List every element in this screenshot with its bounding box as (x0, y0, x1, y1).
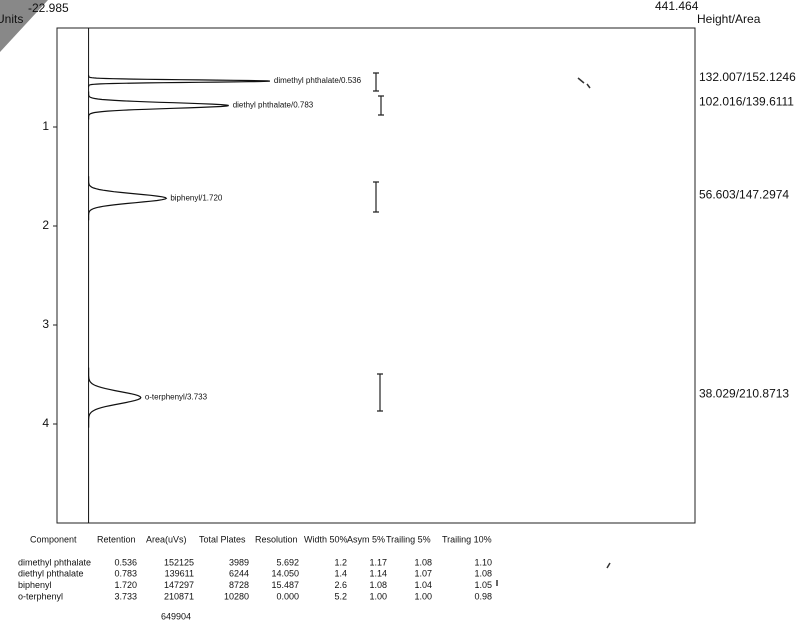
table-cell: 1.05 (474, 580, 492, 590)
column-header: Trailing 5% (386, 534, 431, 544)
peak-label: o-terphenyl/3.733 (145, 393, 208, 402)
table-cell: 147297 (164, 580, 194, 590)
peak (88, 91, 229, 120)
table-total: 649904 (161, 611, 191, 621)
table-cell: 0.98 (474, 591, 492, 601)
table-cell: 1.720 (114, 580, 137, 590)
peak-label: biphenyl/1.720 (170, 193, 223, 202)
scan-corner (0, 0, 48, 52)
y-axis-label: Units (0, 12, 23, 26)
peak (88, 75, 270, 88)
table-cell: dimethyl phthalate (18, 557, 91, 567)
table-cell: 139611 (165, 569, 194, 579)
table-cell: 5.2 (334, 591, 347, 601)
column-header: Trailing 10% (442, 534, 492, 544)
table-cell: 1.17 (369, 557, 387, 567)
y-tick-label: 3 (42, 317, 49, 331)
table-cell: 5.692 (276, 557, 299, 567)
table-cell: 152125 (164, 557, 194, 567)
column-header: Total Plates (199, 534, 246, 544)
y2-axis-label: Height/Area (697, 12, 761, 26)
table-cell: 210871 (164, 591, 194, 601)
height-area-label: 38.029/210.8713 (699, 387, 789, 401)
scan-specks (496, 77, 611, 586)
table-cell: 8728 (229, 580, 249, 590)
peak-label: dimethyl phthalate/0.536 (274, 76, 362, 85)
table-cell: 1.07 (414, 569, 432, 579)
table-cell: 1.04 (414, 580, 432, 590)
peak (88, 367, 142, 428)
table-cell: 1.00 (414, 591, 432, 601)
table-cell: 1.08 (474, 569, 492, 579)
table-cell: 1.2 (334, 557, 347, 567)
y-tick-label: 2 (42, 218, 49, 232)
table-cell: 1.4 (334, 569, 347, 579)
table-cell: 0.783 (114, 569, 137, 579)
x-max-label: 441.464 (655, 0, 699, 13)
markers (373, 72, 384, 412)
marker (373, 72, 379, 92)
table-cell: 1.00 (369, 591, 387, 601)
table-cell: 1.14 (369, 569, 387, 579)
height-area-label: 56.603/147.2974 (699, 187, 789, 201)
height-area-label: 132.007/152.1246 (699, 70, 796, 84)
table-cell: 2.6 (334, 580, 347, 590)
plot-frame (56, 27, 696, 524)
column-header: Asym 5% (347, 534, 385, 544)
table-cell: o-terphenyl (18, 591, 63, 601)
column-header: Width 50% (304, 534, 348, 544)
speck (496, 77, 611, 586)
table-cell: 3.733 (114, 591, 137, 601)
y-tick-label: 4 (42, 416, 49, 430)
y-tick-label: 1 (42, 119, 49, 133)
table-cell: 15.487 (271, 580, 299, 590)
marker (377, 373, 383, 412)
x-min-label: -22.985 (28, 1, 69, 15)
column-header: Resolution (255, 534, 298, 544)
table-cell: 0.536 (114, 557, 137, 567)
table-cell: biphenyl (18, 580, 52, 590)
table-cell: 6244 (229, 569, 249, 579)
column-header: Retention (97, 534, 136, 544)
peak (88, 176, 168, 221)
table-cell: 1.08 (369, 580, 387, 590)
column-header: Component (30, 534, 77, 544)
table-cell: 14.050 (271, 569, 299, 579)
table-cell: 1.08 (414, 557, 432, 567)
table-cell: diethyl phthalate (18, 569, 84, 579)
table-cell: 1.10 (474, 557, 492, 567)
table-cell: 10280 (224, 591, 249, 601)
marker (378, 95, 384, 116)
height-area-label: 102.016/139.6111 (699, 95, 794, 109)
column-header: Area(uVs) (146, 534, 187, 544)
marker (373, 181, 379, 213)
table-cell: 3989 (229, 557, 249, 567)
peak-label: diethyl phthalate/0.783 (233, 101, 314, 110)
table-cell: 0.000 (276, 591, 299, 601)
